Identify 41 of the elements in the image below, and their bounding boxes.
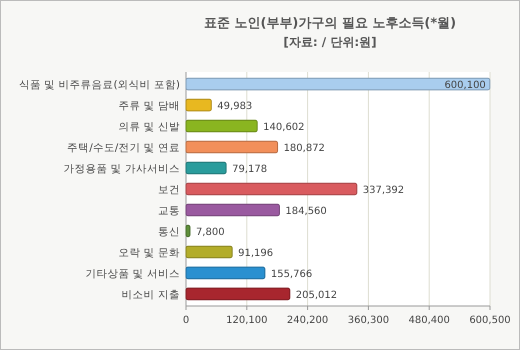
bar <box>186 288 290 300</box>
y-tick-label: 주류 및 담배 <box>118 100 180 112</box>
x-tick-label: 360,300 <box>348 315 390 326</box>
data-label: 79,178 <box>232 164 268 176</box>
bar <box>186 224 190 238</box>
data-label: 140,602 <box>263 122 305 134</box>
x-tick-label: 0 <box>182 315 190 326</box>
bar <box>186 162 227 174</box>
x-tick-label: 120,100 <box>226 315 268 326</box>
data-label: 600,100 <box>444 80 486 92</box>
y-tick-label: 통신 <box>158 226 180 238</box>
data-label: 180,872 <box>284 143 325 154</box>
bar <box>186 78 490 90</box>
data-label: 205,012 <box>296 290 338 301</box>
data-label: 49,983 <box>217 101 252 112</box>
chart-subtitle: [자료: / 단위:원] <box>283 35 377 49</box>
data-label: 155,766 <box>270 268 312 280</box>
x-tick-label: 600,500 <box>469 315 511 326</box>
chart-title: 표준 노인(부부)가구의 필요 노후소득(*월) <box>204 16 456 31</box>
x-tick-label: 480,400 <box>408 315 450 326</box>
data-label: 337,392 <box>362 185 404 196</box>
y-tick-label: 가정용품 및 가사서비스 <box>63 163 180 176</box>
data-label: 184,560 <box>285 206 327 217</box>
y-tick-label: 식품 및 비주류음료(외식비 포함) <box>18 79 180 92</box>
x-tick-label: 240,200 <box>286 315 328 326</box>
data-label: 7,800 <box>196 226 225 238</box>
bar <box>186 246 233 258</box>
y-tick-label: 보건 <box>158 184 180 196</box>
y-tick-label: 오락 및 문화 <box>118 246 180 259</box>
data-label: 91,196 <box>238 248 274 259</box>
bar <box>186 140 278 154</box>
bar <box>186 182 358 196</box>
y-tick-label: 비소비 지출 <box>122 288 180 301</box>
y-tick-label: 의류 및 신발 <box>118 121 180 134</box>
bar <box>186 120 258 132</box>
y-tick-label: 기타상품 및 서비스 <box>85 268 180 280</box>
bar <box>186 204 280 216</box>
y-tick-label: 교통 <box>158 204 180 217</box>
y-tick-label: 주택/수도/전기 및 연료 <box>67 142 180 154</box>
bar <box>186 266 266 280</box>
bar <box>186 98 212 112</box>
